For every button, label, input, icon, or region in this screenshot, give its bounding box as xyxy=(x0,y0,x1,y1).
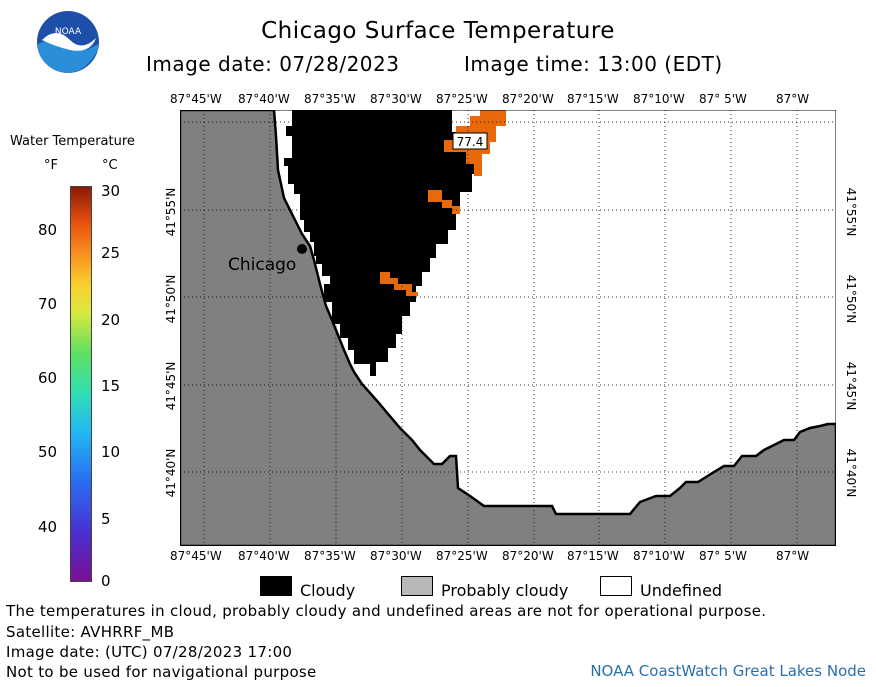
footer-note: The temperatures in cloud, probably clou… xyxy=(6,602,767,620)
lon-label-bottom: 87°10'W xyxy=(633,549,685,563)
lon-label-top: 87°45'W xyxy=(170,92,222,106)
lon-label-top: 87°W xyxy=(776,92,810,106)
lat-label-right: 41°40'N xyxy=(844,448,858,498)
lat-label-right: 41°45'N xyxy=(844,361,858,411)
tick-c-5: 5 xyxy=(101,510,111,528)
key-cloudy-swatch xyxy=(260,576,292,596)
water-temperature-pixels xyxy=(380,110,506,296)
lon-label-bottom: 87°30'W xyxy=(370,549,422,563)
temp-label-box xyxy=(452,132,488,150)
key-undefined-swatch xyxy=(600,576,632,596)
lon-label-bottom: 87°W xyxy=(776,549,810,563)
lon-label-bottom: 87°40'W xyxy=(238,549,290,563)
image-time: Image time: 13:00 (EDT) xyxy=(464,52,723,76)
land-area xyxy=(180,110,836,546)
lat-label-left: 41°40'N xyxy=(164,448,178,498)
lon-label-top: 87° 5'W xyxy=(699,92,747,106)
tick-f-80: 80 xyxy=(38,221,58,239)
footer-nav-warning: Not to be used for navigational purpose xyxy=(6,663,317,681)
key-probably-cloudy-swatch xyxy=(401,576,433,596)
footer-satellite: Satellite: AVHRRF_MB xyxy=(6,623,175,641)
lon-label-top: 87°35'W xyxy=(304,92,356,106)
lon-label-top: 87°25'W xyxy=(436,92,488,106)
footer-credit: NOAA CoastWatch Great Lakes Node xyxy=(590,662,866,680)
tick-f-40: 40 xyxy=(38,518,58,536)
tick-c-25: 25 xyxy=(101,244,121,262)
tick-f-50: 50 xyxy=(38,443,58,461)
lon-label-bottom: 87° 5'W xyxy=(699,549,747,563)
noaa-logo-icon: NOAA xyxy=(37,11,99,73)
city-label: Chicago xyxy=(228,255,296,275)
lon-label-top: 87°20'W xyxy=(502,92,554,106)
key-cloudy-label: Cloudy xyxy=(300,581,356,600)
chicago-marker xyxy=(297,244,307,254)
lat-label-left: 41°45'N xyxy=(164,361,178,411)
lon-label-bottom: 87°45'W xyxy=(170,549,222,563)
lon-label-bottom: 87°20'W xyxy=(502,549,554,563)
lat-label-left: 41°55'N xyxy=(164,187,178,237)
temperature-colorbar xyxy=(70,186,92,582)
lon-label-top: 87°40'W xyxy=(238,92,290,106)
lon-label-bottom: 87°35'W xyxy=(304,549,356,563)
key-probably-cloudy-label: Probably cloudy xyxy=(441,581,569,600)
tick-c-10: 10 xyxy=(101,443,121,461)
footer-utc-date: Image date: (UTC) 07/28/2023 17:00 xyxy=(6,643,293,661)
tick-c-20: 20 xyxy=(101,311,121,329)
lat-label-left: 41°50'N xyxy=(164,274,178,324)
unit-fahrenheit: °F xyxy=(44,158,58,173)
lon-label-top: 87°10'W xyxy=(633,92,685,106)
lon-label-bottom: 87°15'W xyxy=(567,549,619,563)
tick-f-60: 60 xyxy=(38,369,58,387)
lat-label-right: 41°50'N xyxy=(844,274,858,324)
tick-c-15: 15 xyxy=(101,377,121,395)
tick-f-70: 70 xyxy=(38,295,58,313)
tick-c-30: 30 xyxy=(101,182,121,200)
lat-label-right: 41°55'N xyxy=(844,187,858,237)
image-date: Image date: 07/28/2023 xyxy=(146,52,400,76)
lon-label-top: 87°30'W xyxy=(370,92,422,106)
graticule xyxy=(180,110,836,546)
temp-label: 77.4 xyxy=(457,135,484,149)
unit-celsius: °C xyxy=(102,158,118,173)
legend-heading: Water Temperature xyxy=(10,134,135,149)
lon-label-bottom: 87°25'W xyxy=(436,549,488,563)
key-undefined-label: Undefined xyxy=(640,581,723,600)
lon-label-top: 87°15'W xyxy=(567,92,619,106)
page-title: Chicago Surface Temperature xyxy=(261,18,615,44)
noaa-logo-text: NOAA xyxy=(55,27,82,37)
temperature-map: Chicago 77.4 xyxy=(180,110,836,546)
cloud-area xyxy=(284,110,480,376)
tick-c-0: 0 xyxy=(101,572,111,590)
